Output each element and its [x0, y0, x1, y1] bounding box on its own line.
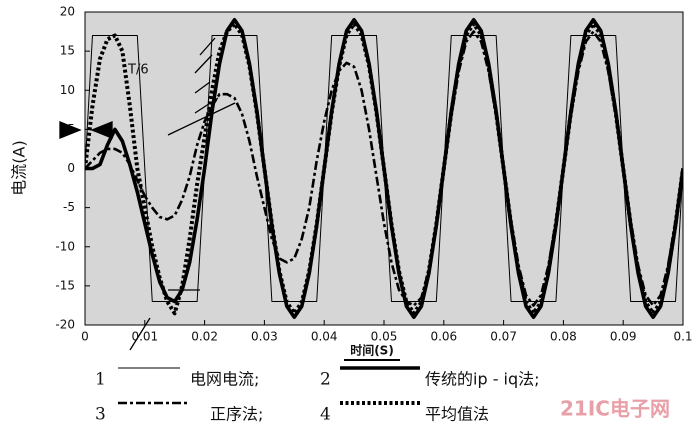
- x-tick-label: 0.01: [131, 330, 158, 344]
- series-line: [85, 18, 683, 319]
- legend-label: 正序法;: [210, 405, 263, 424]
- y-tick-label: 10: [60, 83, 75, 97]
- y-tick-label: 0: [67, 161, 75, 175]
- legend-number: 2: [320, 370, 331, 390]
- legend-label: 平均值法: [425, 405, 489, 424]
- x-tick-label: 0: [81, 330, 89, 344]
- x-tick-label: 0.07: [490, 330, 517, 344]
- x-tick-label: 0.1: [673, 330, 692, 344]
- y-tick-label: -20: [55, 318, 75, 332]
- y-tick-label: 15: [60, 44, 75, 58]
- watermark: 21IC电子网: [560, 397, 670, 421]
- tick-group: -20-15-10-50510152000.010.020.030.040.05…: [55, 5, 692, 344]
- annotation: T/6: [127, 63, 149, 78]
- legend-number: 3: [95, 405, 106, 425]
- x-tick-label: 0.03: [251, 330, 278, 344]
- x-tick-label: 0.08: [550, 330, 577, 344]
- x-tick-label: 0.02: [191, 330, 218, 344]
- legend-label: 电网电流;: [190, 370, 259, 389]
- legend-label: 传统的ip - iq法;: [425, 370, 540, 389]
- legend-number: 1: [95, 370, 106, 390]
- legend-number: 4: [320, 405, 331, 425]
- y-axis-label: 电流(A): [10, 140, 29, 195]
- y-tick-label: 20: [60, 5, 75, 19]
- x-tick-label: 0.04: [311, 330, 338, 344]
- pointer-lines: [59, 37, 236, 351]
- x-tick-label: 0.06: [430, 330, 457, 344]
- x-tick-label: 0.09: [610, 330, 637, 344]
- x-tick-label: 0.05: [371, 330, 398, 344]
- series-group: [85, 18, 683, 319]
- y-tick-label: -10: [55, 239, 75, 253]
- y-tick-label: -5: [63, 200, 75, 214]
- x-axis-label: 时间(S): [350, 343, 394, 358]
- series-line: [85, 30, 683, 307]
- legend: 1 电网电流; 2 传统的ip - iq法; 3 正序法; 4 平均值法: [95, 366, 540, 425]
- y-tick-label: -15: [55, 278, 75, 292]
